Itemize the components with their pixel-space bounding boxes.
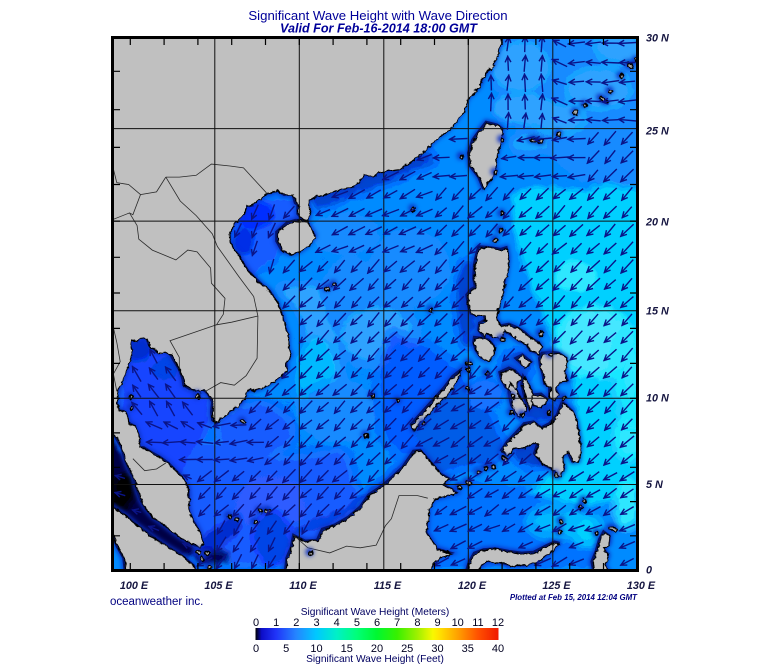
svg-text:130 E: 130 E xyxy=(627,580,656,592)
svg-text:0: 0 xyxy=(253,617,259,629)
svg-text:5: 5 xyxy=(283,643,289,655)
svg-text:30: 30 xyxy=(431,643,443,655)
svg-text:4: 4 xyxy=(334,617,340,629)
svg-text:110 E: 110 E xyxy=(289,580,317,592)
svg-text:25 N: 25 N xyxy=(645,126,669,138)
svg-text:9: 9 xyxy=(434,617,440,629)
svg-text:Valid For Feb-16-2014 18:00 GM: Valid For Feb-16-2014 18:00 GMT xyxy=(280,22,478,36)
svg-text:6: 6 xyxy=(374,617,380,629)
svg-text:40: 40 xyxy=(492,643,504,655)
svg-text:0: 0 xyxy=(646,565,652,577)
svg-text:10 N: 10 N xyxy=(646,393,669,405)
svg-text:Plotted at Feb 15, 2014 12:04: Plotted at Feb 15, 2014 12:04 GMT xyxy=(510,593,638,602)
svg-text:10: 10 xyxy=(452,617,464,629)
svg-text:20: 20 xyxy=(371,643,383,655)
svg-text:5: 5 xyxy=(354,617,360,629)
svg-text:1: 1 xyxy=(273,617,279,629)
svg-text:125 E: 125 E xyxy=(542,580,571,592)
svg-text:8: 8 xyxy=(414,617,420,629)
svg-text:5 N: 5 N xyxy=(646,479,663,491)
svg-text:12: 12 xyxy=(492,617,504,629)
svg-text:100 E: 100 E xyxy=(120,580,149,592)
svg-text:10: 10 xyxy=(310,643,322,655)
svg-text:7: 7 xyxy=(394,617,400,629)
svg-text:120 E: 120 E xyxy=(458,580,487,592)
svg-text:11: 11 xyxy=(472,617,483,629)
svg-text:Significant Wave Height (Meter: Significant Wave Height (Meters) xyxy=(301,607,450,618)
svg-text:115 E: 115 E xyxy=(374,580,402,592)
svg-text:35: 35 xyxy=(462,643,474,655)
svg-text:15: 15 xyxy=(341,643,353,655)
svg-text:Significant Wave Height with W: Significant Wave Height with Wave Direct… xyxy=(248,8,507,23)
svg-text:2: 2 xyxy=(293,617,299,629)
svg-text:25: 25 xyxy=(401,643,413,655)
svg-text:30 N: 30 N xyxy=(646,33,669,45)
svg-text:20 N: 20 N xyxy=(645,217,669,229)
svg-text:15 N: 15 N xyxy=(646,306,669,318)
svg-text:105 E: 105 E xyxy=(204,580,233,592)
svg-text:0: 0 xyxy=(253,643,259,655)
svg-text:3: 3 xyxy=(313,617,319,629)
svg-text:Significant Wave Height (Feet): Significant Wave Height (Feet) xyxy=(306,654,444,665)
svg-text:oceanweather inc.: oceanweather inc. xyxy=(110,596,203,608)
